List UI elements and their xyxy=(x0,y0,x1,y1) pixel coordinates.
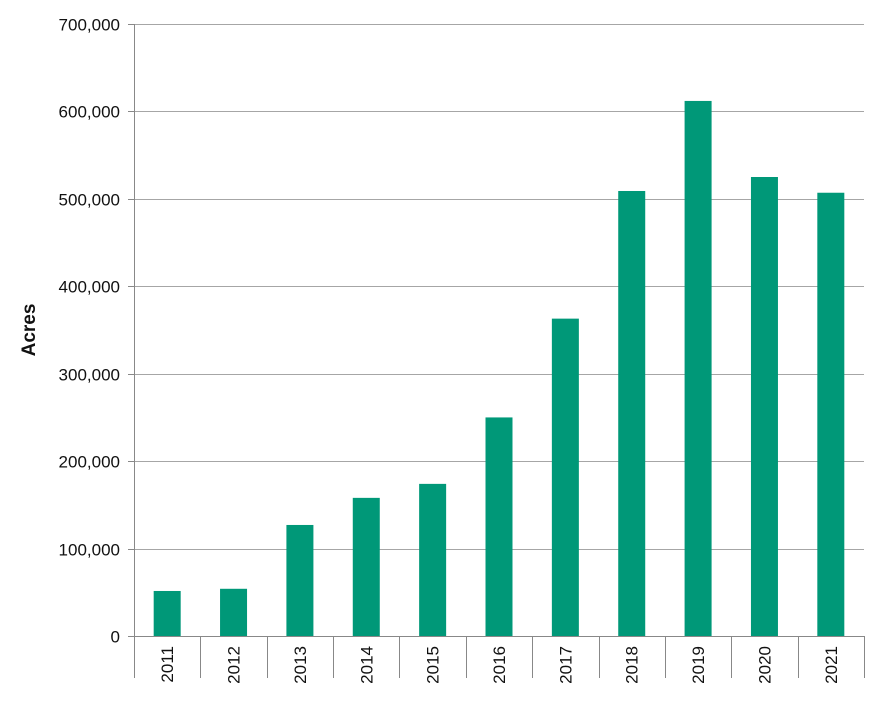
x-tick-label: 2012 xyxy=(225,646,244,684)
bar-2017 xyxy=(551,318,579,636)
y-tick-label: 600,000 xyxy=(59,103,120,122)
axes xyxy=(128,24,865,678)
x-tick-label: 2015 xyxy=(424,646,443,684)
bar-2019 xyxy=(684,100,712,637)
x-tick-label: 2011 xyxy=(158,646,177,683)
y-tick-label: 300,000 xyxy=(59,366,120,385)
x-tick-label: 2013 xyxy=(291,646,310,684)
bar-2016 xyxy=(485,417,513,636)
bar-2013 xyxy=(286,524,314,636)
y-tick-label: 0 xyxy=(111,628,120,647)
x-tick-label: 2014 xyxy=(357,646,376,684)
x-tick-label: 2021 xyxy=(822,646,841,684)
x-tick-labels: 2011 2012 2013 2014 2015 2016 2017 2018 2019 2020… xyxy=(158,646,841,684)
x-tick-label: 2018 xyxy=(623,646,642,684)
bar-2018 xyxy=(618,190,646,636)
x-tick-label: 2016 xyxy=(490,646,509,684)
x-tick-label: 2019 xyxy=(689,646,708,684)
y-tick-labels: 0 100,000 200,000 300,000 400,000 500,000 600,… xyxy=(59,16,120,647)
bar-2012 xyxy=(220,588,248,636)
bar-2021 xyxy=(817,192,845,637)
y-tick-label: 700,000 xyxy=(59,16,120,35)
x-tick-label: 2020 xyxy=(755,646,774,684)
gridlines xyxy=(134,24,864,550)
bars xyxy=(153,100,845,637)
y-tick-label: 200,000 xyxy=(59,453,120,472)
y-tick-label: 500,000 xyxy=(59,191,120,210)
y-tick-label: 400,000 xyxy=(59,278,120,297)
bar-2020 xyxy=(750,177,778,636)
x-tick-label: 2017 xyxy=(556,646,575,684)
bar-2011 xyxy=(153,590,181,636)
y-tick-label: 100,000 xyxy=(59,541,120,560)
bar-2014 xyxy=(352,497,380,636)
y-axis-label: Acres xyxy=(19,304,40,357)
bar-2015 xyxy=(419,483,447,636)
